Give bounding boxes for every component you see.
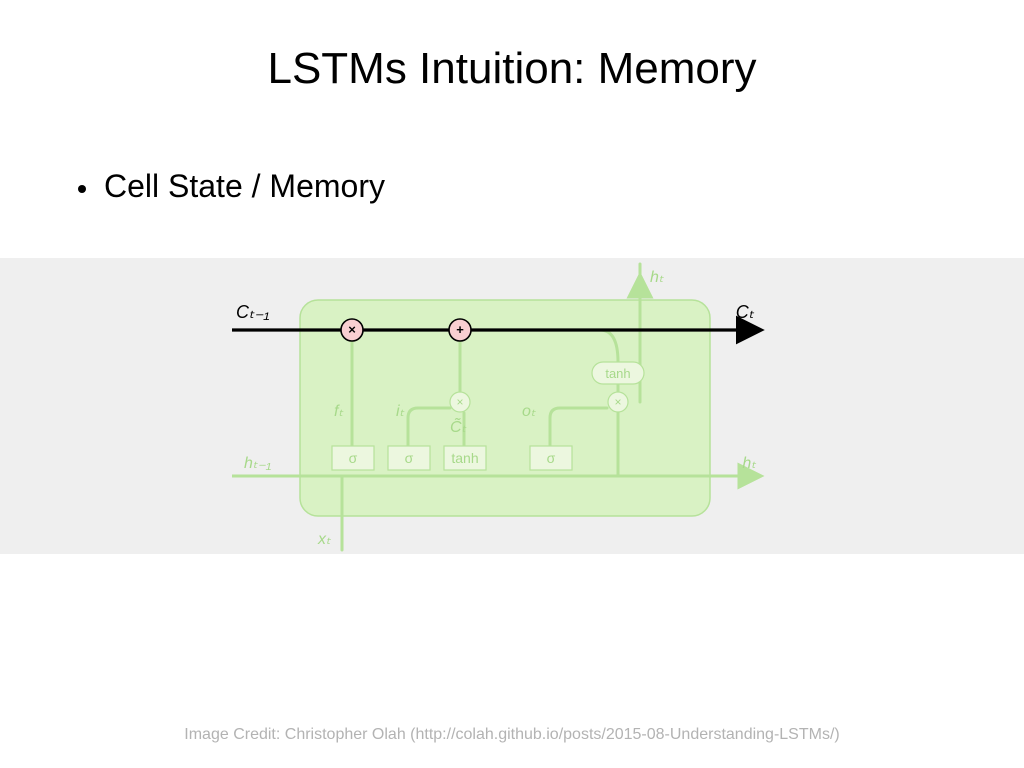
op-sym-mult-oh: × [614,395,621,409]
gate-label-tanh-c: tanh [451,450,478,466]
label-h-prev: hₜ₋₁ [244,455,271,472]
tanh-pill-label: tanh [605,366,630,381]
bullet-text: Cell State / Memory [104,168,385,205]
cellstate-op-sym-input-add: + [456,322,464,337]
op-sym-mult-ic: × [456,395,463,409]
label-xt: xₜ [317,531,331,548]
gate-label-sigma-o: σ [547,450,556,466]
bullet-dot-icon [78,185,86,193]
faded-label-2: C̃ₜ [450,416,467,436]
lstm-diagram-svg: hₜ₋₁ hₜ xₜ hₜ σ σ tanh σ × × tanh fₜ iₜ C̃ₜ oₜ Cₜ₋₁ Cₜ × + [0,258,1024,554]
label-ht-top: hₜ [650,269,664,286]
label-c-next: Cₜ [736,302,755,322]
image-credit: Image Credit: Christopher Olah (http://c… [0,726,1024,744]
slide-title: LSTMs Intuition: Memory [0,44,1024,94]
faded-label-1: iₜ [396,403,405,420]
label-c-prev: Cₜ₋₁ [236,302,270,322]
slide: LSTMs Intuition: Memory Cell State / Mem… [0,0,1024,768]
cellstate-op-sym-forget-mult: × [348,322,356,337]
faded-label-0: fₜ [334,403,343,420]
faded-label-3: oₜ [522,403,536,420]
label-h-next: hₜ [742,455,756,472]
gate-label-sigma-i: σ [405,450,414,466]
gate-label-sigma-f: σ [349,450,358,466]
bullet-item: Cell State / Memory [78,168,385,205]
lstm-diagram: hₜ₋₁ hₜ xₜ hₜ σ σ tanh σ × × tanh fₜ iₜ C̃ₜ oₜ Cₜ₋₁ Cₜ × + [0,258,1024,554]
